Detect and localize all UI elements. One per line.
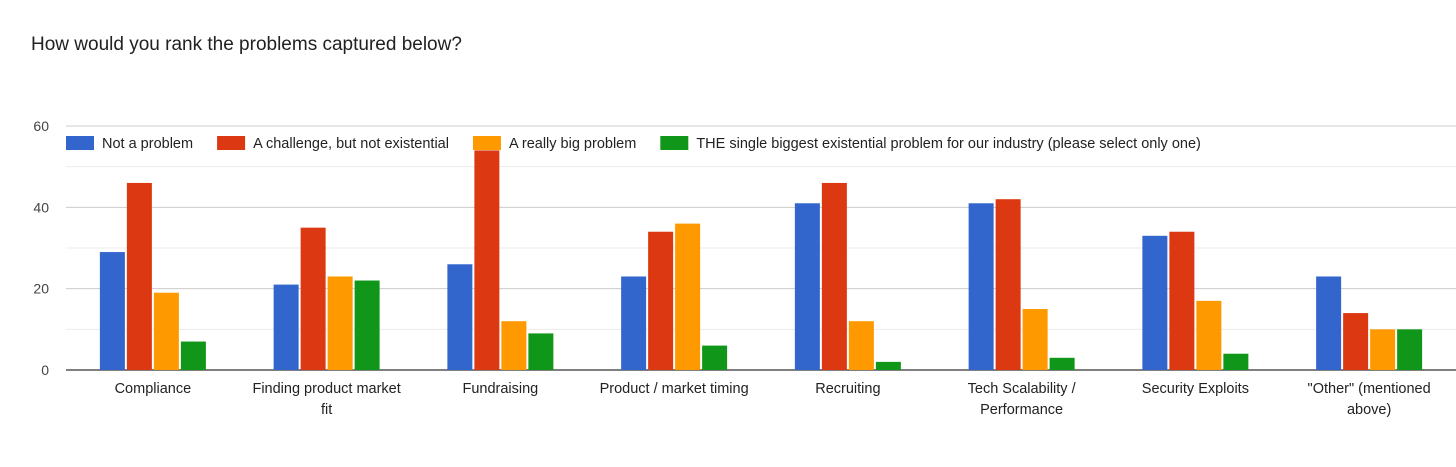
- x-category-label: Tech Scalability / Performance: [968, 381, 1077, 418]
- y-tick-label: 60: [33, 118, 49, 134]
- legend-swatch[interactable]: [472, 136, 501, 150]
- bar[interactable]: [354, 280, 380, 370]
- legend[interactable]: Not a problem A challenge, but not existe…: [66, 136, 1201, 152]
- legend-item-label[interactable]: A challenge, but not existential: [253, 136, 449, 152]
- legend-swatch[interactable]: [66, 136, 94, 150]
- bar[interactable]: [968, 203, 994, 370]
- bar[interactable]: [621, 276, 647, 370]
- bar[interactable]: [273, 284, 299, 370]
- x-category-label: Recruiting: [815, 381, 880, 397]
- bar[interactable]: [1169, 231, 1195, 370]
- bar[interactable]: [1142, 235, 1168, 370]
- x-category-label: Finding product market fit: [252, 381, 400, 418]
- x-axis-categories: Compliance Finding product market fit Fundr…: [115, 381, 1431, 418]
- bar[interactable]: [1397, 329, 1423, 370]
- bar[interactable]: [327, 276, 353, 370]
- x-category-label: Compliance: [115, 381, 192, 397]
- legend-swatch[interactable]: [660, 136, 689, 150]
- bar[interactable]: [1316, 276, 1342, 370]
- bar[interactable]: [1022, 309, 1048, 370]
- legend-swatch[interactable]: [217, 136, 246, 150]
- y-tick-label: 0: [41, 362, 49, 378]
- bar[interactable]: [995, 199, 1021, 370]
- bar[interactable]: [300, 227, 326, 370]
- bars: [99, 150, 1423, 370]
- bar[interactable]: [126, 182, 152, 370]
- bar[interactable]: [447, 264, 473, 370]
- chart-title: How would you rank the problems captured…: [31, 34, 462, 55]
- bar[interactable]: [474, 150, 500, 370]
- bar[interactable]: [675, 223, 701, 370]
- bar[interactable]: [794, 203, 820, 370]
- bar[interactable]: [648, 231, 674, 370]
- bar[interactable]: [1223, 353, 1249, 370]
- x-category-label: Security Exploits: [1142, 381, 1249, 397]
- bar[interactable]: [848, 321, 874, 370]
- bar[interactable]: [1343, 313, 1369, 370]
- y-axis-ticks: 0 20 40 60: [33, 118, 49, 378]
- legend-item-label[interactable]: A really big problem: [509, 136, 636, 152]
- x-category-label: Product / market timing: [600, 381, 749, 397]
- bar[interactable]: [1370, 329, 1396, 370]
- bar[interactable]: [1196, 300, 1222, 370]
- bar[interactable]: [875, 361, 901, 370]
- legend-item-label[interactable]: THE single biggest existential problem f…: [696, 136, 1201, 152]
- legend-item-label[interactable]: Not a problem: [102, 136, 193, 152]
- bar[interactable]: [702, 345, 728, 370]
- bar[interactable]: [821, 182, 847, 370]
- bar[interactable]: [501, 321, 527, 370]
- bar[interactable]: [99, 252, 125, 370]
- y-tick-label: 20: [33, 281, 49, 297]
- x-category-label: Fundraising: [462, 381, 538, 397]
- bar[interactable]: [1049, 357, 1075, 370]
- bar[interactable]: [180, 341, 206, 370]
- bar[interactable]: [528, 333, 554, 370]
- bar[interactable]: [153, 292, 179, 370]
- x-category-label: "Other" (mentioned above): [1308, 381, 1431, 418]
- y-tick-label: 40: [33, 199, 49, 215]
